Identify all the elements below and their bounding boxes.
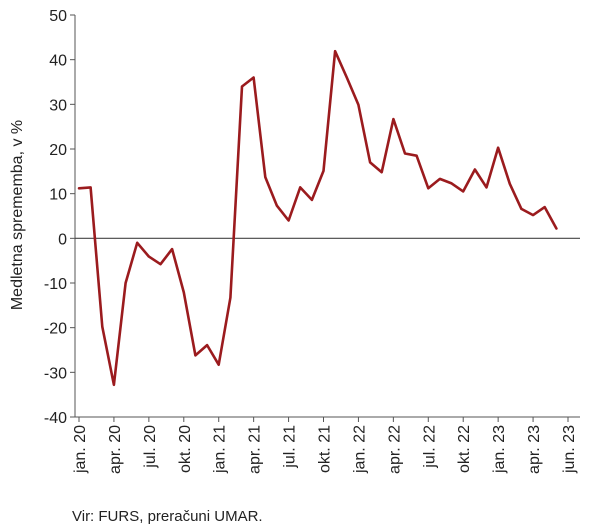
y-tick-label: -20 bbox=[44, 321, 67, 338]
x-tick-label: jun. 23 bbox=[561, 425, 578, 474]
x-tick-label: okt. 22 bbox=[456, 425, 473, 473]
x-tick-label: jan. 20 bbox=[72, 425, 89, 474]
y-tick-labels: -40 -30 -20 -10 0 10 20 30 40 50 bbox=[44, 8, 75, 427]
series-group bbox=[77, 49, 558, 387]
x-tick-label: apr. 22 bbox=[386, 425, 403, 474]
x-tick-label: okt. 21 bbox=[317, 425, 334, 473]
x-tick-labels: jan. 20 apr. 20 jul. 20 okt. 20 jan. 21 apr. … bbox=[72, 417, 578, 474]
x-tick-label: jan. 21 bbox=[212, 425, 229, 474]
y-tick-label: -30 bbox=[44, 365, 67, 382]
y-tick-label: 0 bbox=[58, 231, 67, 248]
source-note: Vir: FURS, preračuni UMAR. bbox=[72, 508, 263, 525]
y-axis-title: Medletna sprememba, v % bbox=[9, 120, 26, 310]
y-tick-label: 50 bbox=[49, 8, 67, 25]
y-tick-label: 20 bbox=[49, 142, 67, 159]
x-tick-label: jul. 22 bbox=[421, 425, 438, 469]
series-line bbox=[77, 49, 558, 387]
x-tick-label: jul. 21 bbox=[282, 425, 299, 469]
y-tick-label: -40 bbox=[44, 410, 67, 427]
line-chart: Medletna sprememba, v % -40 -30 -20 -10 0 10 2… bbox=[9, 8, 580, 474]
x-tick-label: jan. 22 bbox=[351, 425, 368, 474]
y-tick-label: 10 bbox=[49, 187, 67, 204]
x-tick-label: jul. 20 bbox=[142, 425, 159, 469]
x-tick-label: apr. 21 bbox=[247, 425, 264, 474]
x-tick-label: apr. 23 bbox=[526, 425, 543, 474]
y-tick-label: -10 bbox=[44, 276, 67, 293]
plot-frame bbox=[74, 15, 580, 418]
y-tick-label: 40 bbox=[49, 53, 67, 70]
y-axis-title-group: Medletna sprememba, v % bbox=[9, 120, 26, 310]
y-tick-label: 30 bbox=[49, 97, 67, 114]
x-tick-label: jan. 23 bbox=[491, 425, 508, 474]
x-tick-label: okt. 20 bbox=[177, 425, 194, 473]
x-tick-label: apr. 20 bbox=[107, 425, 124, 474]
